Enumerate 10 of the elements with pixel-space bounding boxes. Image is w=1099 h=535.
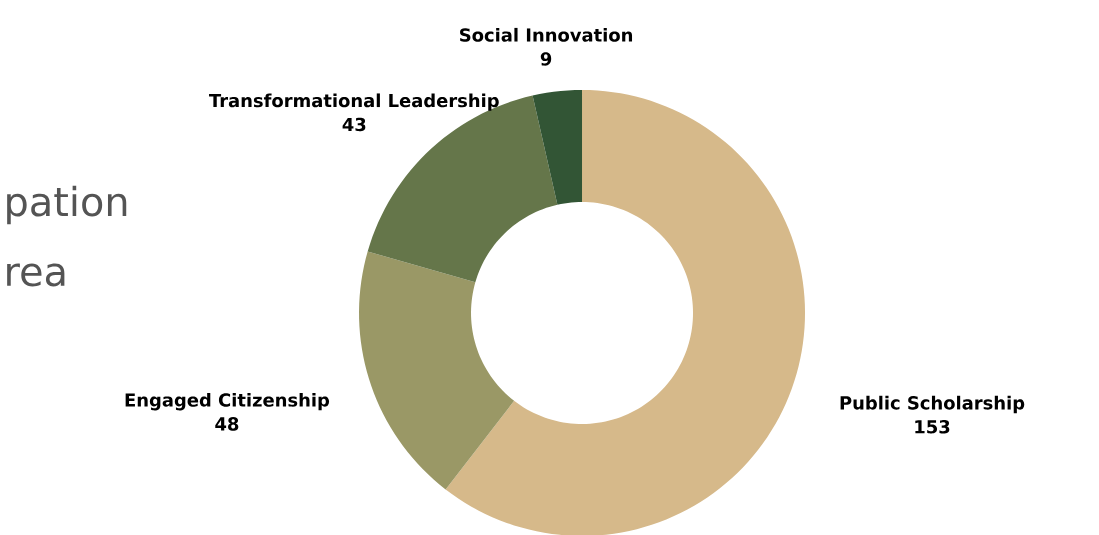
data-label: 48	[215, 417, 239, 431]
slice-label: Engaged Citizenship	[125, 392, 330, 411]
slice-label: Public Scholarship	[840, 395, 1025, 414]
slice-label: Social Innovation	[460, 27, 633, 42]
data-label: 43	[342, 117, 366, 132]
slice-label: Transformational Leadership	[209, 93, 499, 111]
text: pation	[7, 185, 127, 225]
data-label: 153	[915, 420, 950, 434]
data-label: 9	[540, 52, 552, 66]
text: rea	[7, 263, 65, 287]
